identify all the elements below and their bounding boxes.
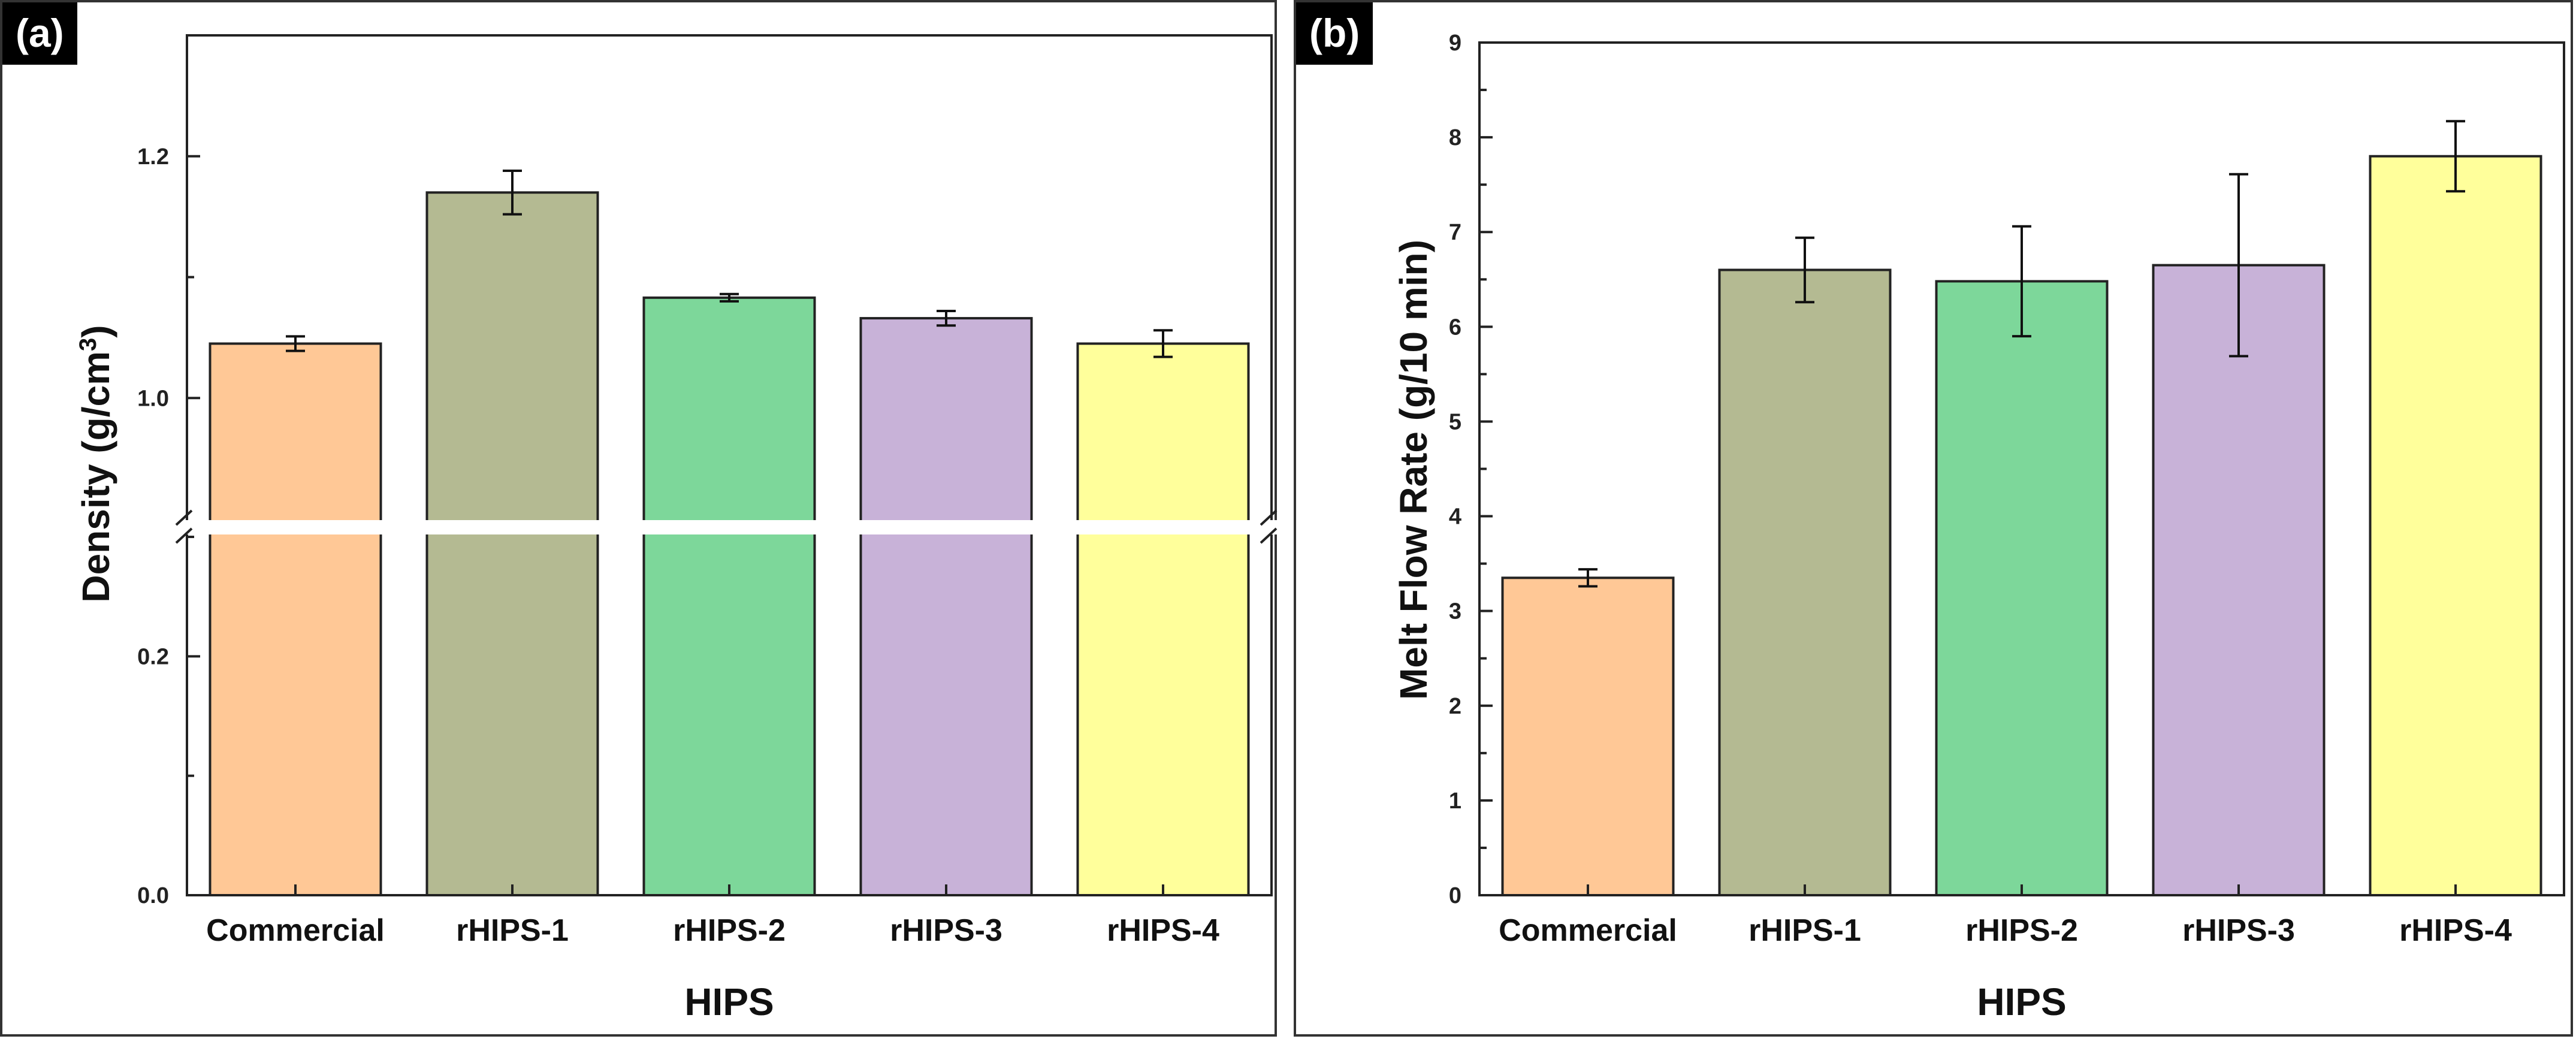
mfr-category-label: rHIPS-1 [1748, 913, 1861, 948]
density-category-label: Commercial [206, 913, 385, 948]
mfr-y-tick-label: 1 [1449, 789, 1461, 814]
mfr-category-label: rHIPS-3 [2182, 913, 2295, 948]
panel-label-b: (b) [1296, 2, 1373, 65]
axis-break-mark-right-lower [1260, 527, 1278, 544]
mfr-bar [1718, 268, 1892, 896]
panel-label-a: (a) [2, 2, 77, 65]
density-y-axis-title: Density (g/cm3) [74, 325, 117, 602]
axis-break-mark-right-upper [1260, 509, 1278, 526]
density-bar [642, 296, 816, 896]
density-chart: Commercial rHIPS-1 rHIPS-2 rHIPS-3 rHIPS-4 0.… [74, 34, 1279, 1023]
density-y-tick-label: 1.0 [137, 386, 169, 411]
mfr-y-tick-label: 5 [1449, 409, 1461, 434]
mfr-category-label: rHIPS-2 [1965, 913, 2078, 948]
density-chart-panel: (a) Commercial rHIPS-1 rHIPS-2 rHIPS-3 rHIPS… [0, 0, 1279, 1037]
mfr-y-tick-label: 9 [1449, 31, 1461, 56]
mfr-bar [1501, 576, 1675, 896]
mfr-category-label: Commercial [1499, 913, 1677, 948]
density-bar [1076, 342, 1250, 896]
density-x-axis-title: HIPS [684, 980, 774, 1023]
melt-flow-chart: Commercial rHIPS-1 rHIPS-2 rHIPS-3 rHIPS-4 0 1… [1392, 31, 2565, 1023]
melt-flow-chart-panel: (b) Commercial rHIPS-1 rHIPS-2 rHIPS-3 rHIPS… [1294, 0, 2573, 1037]
mfr-y-axis-title: Melt Flow Rate (g/10 min) [1392, 240, 1435, 700]
density-category-label: rHIPS-2 [673, 913, 786, 948]
density-category-label: rHIPS-4 [1107, 913, 1219, 948]
mfr-bar [1935, 280, 2109, 897]
axis-break-mark-left-upper [175, 509, 193, 526]
mfr-y-tick-label: 6 [1449, 315, 1461, 340]
mfr-y-tick-label: 4 [1449, 505, 1461, 530]
density-bar [425, 191, 599, 896]
density-y-tick-label: 0.0 [137, 883, 169, 908]
axis-break-gap [169, 520, 1279, 534]
density-bar [859, 317, 1033, 896]
axis-break-mark-left-lower [175, 527, 193, 544]
mfr-x-axis-title: HIPS [1977, 980, 2066, 1023]
density-category-label: rHIPS-1 [456, 913, 569, 948]
density-y-tick-label: 1.2 [137, 144, 169, 170]
mfr-bar [2152, 264, 2326, 896]
mfr-category-label: rHIPS-4 [2399, 913, 2512, 948]
density-category-label: rHIPS-3 [890, 913, 1002, 948]
density-y-tick-label: 0.2 [137, 644, 169, 669]
mfr-y-tick-label: 8 [1449, 125, 1461, 150]
mfr-y-tick-label: 2 [1449, 694, 1461, 719]
density-bar [209, 342, 382, 896]
mfr-y-tick-label: 0 [1449, 883, 1461, 908]
mfr-y-tick-label: 7 [1449, 220, 1461, 245]
mfr-bar [2369, 155, 2542, 897]
mfr-y-tick-label: 3 [1449, 599, 1461, 624]
